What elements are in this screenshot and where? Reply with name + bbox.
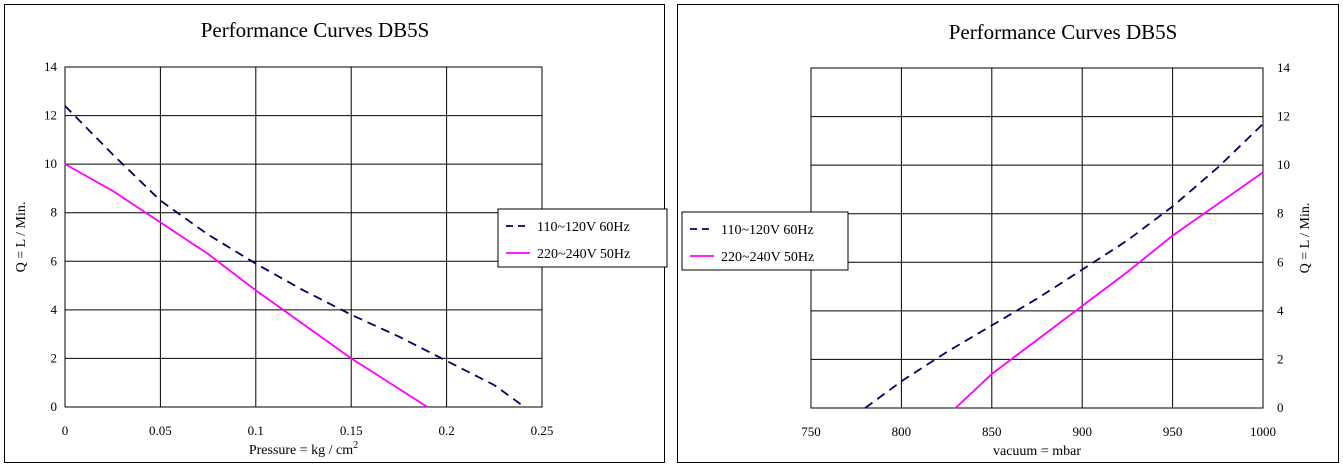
plot-area (810, 67, 1264, 409)
x-tick-label: 0.25 (531, 423, 554, 438)
legend-label-2: 220~240V 50Hz (721, 250, 814, 265)
x-tick-label: 900 (1072, 424, 1092, 439)
x-tick-label: 950 (1163, 424, 1183, 439)
x-tick-label: 850 (982, 424, 1002, 439)
series-line-2 (954, 171, 1264, 409)
y-tick-label: 2 (51, 350, 58, 365)
chart-title: Performance Curves DB5S (949, 20, 1178, 44)
x-tick-label: 0.15 (340, 423, 363, 438)
y-axis-label: Q = L / Min. (1298, 203, 1313, 274)
chart-panel-pressure: Performance Curves DB5S 0 2 4 6 8 10 12 14 0 0.05… (4, 4, 668, 463)
x-tick-label: 0.05 (149, 423, 172, 438)
y-tick-label: 6 (51, 253, 58, 268)
pressure-performance-chart: Performance Curves DB5S 0 2 4 6 8 10 12 14 0 0.05… (14, 18, 668, 458)
y-tick-label: 0 (1277, 400, 1284, 415)
x-axis-label: Pressure = kg / cm2 (249, 440, 358, 458)
y-tick-label: 12 (1277, 109, 1290, 124)
y-axis-label: Q = L / Min. (14, 202, 29, 273)
x-tick-label: 800 (892, 424, 912, 439)
series-line-1 (864, 123, 1264, 409)
y-tick-label: 8 (51, 205, 58, 220)
x-axis-label: vacuum = mbar (993, 444, 1081, 459)
y-tick-label: 14 (44, 59, 58, 74)
x-axis-label-superscript: 2 (353, 440, 358, 451)
series-line-1 (64, 105, 524, 407)
x-tick-label: 750 (801, 424, 821, 439)
legend-label-2: 220~240V 50Hz (537, 247, 630, 262)
y-tick-label: 2 (1277, 351, 1284, 366)
chart-panel-vacuum: Performance Curves DB5S 0 2 4 6 8 10 12 14 750 80… (677, 4, 1339, 463)
y-tick-label: 4 (51, 302, 58, 317)
plot-area (64, 66, 543, 408)
x-tick-label: 0.1 (248, 423, 264, 438)
legend-box (497, 208, 668, 268)
y-tick-label: 6 (1277, 254, 1284, 269)
y-tick-label: 10 (44, 156, 57, 171)
chart-title: Performance Curves DB5S (201, 18, 430, 42)
series-line-2 (64, 163, 428, 408)
vacuum-performance-chart: Performance Curves DB5S 0 2 4 6 8 10 12 14 750 80… (681, 20, 1313, 459)
legend-box (681, 211, 849, 271)
y-tick-label: 4 (1277, 303, 1284, 318)
x-tick-label: 0 (62, 423, 69, 438)
x-tick-label: 1000 (1250, 424, 1276, 439)
y-tick-label: 8 (1277, 206, 1284, 221)
y-tick-label: 12 (44, 108, 57, 123)
legend-label-1: 110~120V 60Hz (721, 223, 814, 238)
y-tick-label: 10 (1277, 157, 1290, 172)
legend-label-1: 110~120V 60Hz (537, 220, 630, 235)
y-tick-label: 14 (1277, 60, 1291, 75)
y-tick-label: 0 (51, 399, 58, 414)
x-tick-label: 0.2 (438, 423, 454, 438)
